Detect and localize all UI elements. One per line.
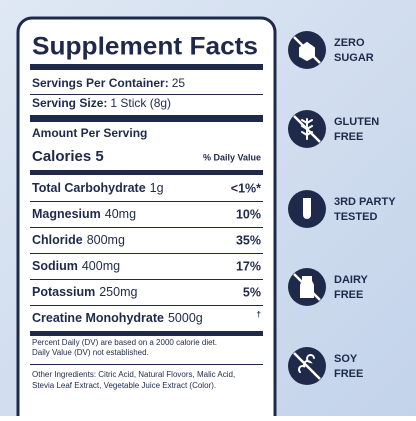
rule: [30, 364, 263, 365]
badge-text: FREE: [334, 289, 363, 301]
badge-strike: [293, 273, 321, 301]
nutrient-dv: 35%: [236, 233, 261, 247]
rule: [30, 331, 263, 336]
nutrient-dv: 5%: [243, 285, 261, 299]
footnote: Daily Value (DV) not established.: [32, 348, 149, 357]
badge-text: DAIRY: [334, 274, 368, 286]
other-ingredients: Other Ingredients: Citric Acid, Natural …: [32, 370, 235, 379]
nutrient-row: Total Carbohydrate 1g: [32, 181, 164, 195]
nutrient-row: Magnesium 40mg: [32, 207, 136, 221]
badge-text: FREE: [334, 368, 363, 380]
other-ingredients: Stevia Leaf Extract, Vegetable Juice Ext…: [32, 381, 216, 390]
nutrient-row: Sodium 400mg: [32, 259, 120, 273]
badge-strike: [293, 352, 321, 380]
nutrient-amount: 5000g: [168, 311, 203, 325]
rule: [30, 64, 263, 70]
badge-strike: [293, 115, 321, 143]
serving-size: Serving Size: 1 Stick (8g): [32, 96, 171, 110]
badge-strike: [293, 36, 321, 64]
nutrient-amount: 250mg: [99, 285, 137, 299]
nutrient-dv: 17%: [236, 259, 261, 273]
nutrient-row: Creatine Monohydrate 5000g: [32, 311, 203, 325]
badge-text: GLUTEN: [334, 116, 379, 128]
badge-text: 3RD PARTY: [334, 196, 396, 208]
nutrient-row: Chloride 800mg: [32, 233, 125, 247]
nutrient-name: Total Carbohydrate: [32, 181, 146, 195]
badge-text: ZERO: [334, 37, 365, 49]
label-title: Supplement Facts: [32, 33, 258, 61]
footnote: Percent Daily (DV) are based on a 2000 c…: [32, 338, 217, 347]
rule: [30, 279, 263, 280]
rule: [30, 253, 263, 254]
rule: [30, 305, 263, 306]
nutrient-amount: 400mg: [82, 259, 120, 273]
badge-text: SOY: [334, 353, 358, 365]
badge-glyph: [303, 198, 311, 219]
nutrient-dv: †: [257, 310, 261, 319]
nutrient-name: Creatine Monohydrate: [32, 311, 164, 325]
nutrient-amount: 1g: [150, 181, 164, 195]
servings: Servings Per Container: 25: [32, 76, 185, 90]
nutrient-name: Chloride: [32, 233, 83, 247]
rule: [30, 227, 263, 228]
calories: Calories 5: [32, 148, 104, 165]
nutrient-name: Sodium: [32, 259, 78, 273]
nutrient-name: Potassium: [32, 285, 95, 299]
rule: [30, 201, 263, 202]
rule: [30, 170, 263, 175]
daily-value-header: % Daily Value: [203, 152, 261, 162]
nutrient-amount: 40mg: [105, 207, 136, 221]
badge-glyph: [297, 354, 315, 373]
nutrient-row: Potassium 250mg: [32, 285, 137, 299]
badge-text: TESTED: [334, 211, 377, 223]
badge-text: FREE: [334, 131, 363, 143]
rule: [30, 94, 263, 95]
badge-text: SUGAR: [334, 52, 374, 64]
nutrient-dv: 10%: [236, 207, 261, 221]
nutrient-amount: 800mg: [87, 233, 125, 247]
nutrient-name: Magnesium: [32, 207, 101, 221]
amount-per-serving: Amount Per Serving: [32, 126, 147, 140]
nutrient-dv: <1%*: [231, 181, 261, 195]
rule: [30, 115, 263, 122]
